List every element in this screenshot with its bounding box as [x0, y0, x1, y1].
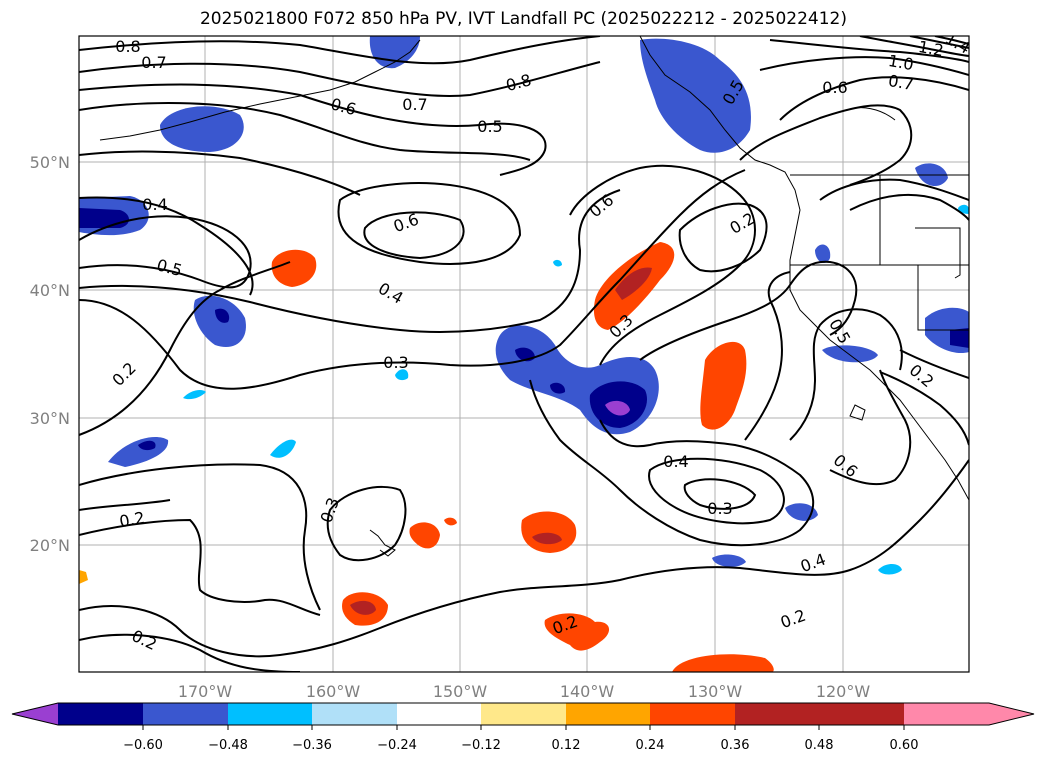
- contour-label: 0.4: [663, 452, 688, 471]
- colorbar-tick-label: 0.48: [805, 738, 834, 753]
- map-title: 2025021800 F072 850 hPa PV, IVT Landfall…: [199, 9, 847, 29]
- pv-contours: [79, 36, 969, 672]
- negative-patch: [550, 382, 566, 394]
- positive-patch: [79, 570, 88, 584]
- positive-patch: [532, 532, 562, 545]
- negative-patch: [369, 36, 420, 69]
- colorbar-segment: [228, 703, 312, 725]
- negative-patch: [640, 38, 751, 153]
- positive-patch: [444, 517, 457, 526]
- positive-patch: [350, 600, 376, 615]
- lon-label-170w: 170°W: [178, 682, 233, 701]
- colorbar-segment: [650, 703, 735, 725]
- contour-label: 0.5: [477, 117, 502, 136]
- negative-patch: [79, 208, 129, 228]
- positive-patch: [409, 522, 440, 549]
- contour-labels: 0.8 0.7 0.6 0.7 0.8 0.5 0.5 0.6 0.7 1.0 …: [108, 36, 969, 654]
- colorbar-tick-label: 0.60: [890, 738, 919, 753]
- colorbar-tick-label: 0.36: [721, 738, 750, 753]
- negative-patch: [183, 390, 206, 400]
- colorbar-segment: [481, 703, 566, 725]
- positive-patch: [672, 654, 774, 672]
- lon-label-130w: 130°W: [688, 682, 743, 701]
- colorbar-segment: [819, 703, 904, 725]
- contour-label: 0.7: [887, 71, 915, 94]
- negative-patch: [215, 308, 230, 323]
- positive-patch: [521, 511, 577, 553]
- lon-label-160w: 160°W: [306, 682, 361, 701]
- colorbar-tick-label: −0.48: [208, 738, 248, 753]
- colorbar-tick-label: −0.36: [292, 738, 332, 753]
- colorbar-tick-label: 0.12: [552, 738, 581, 753]
- colorbar: −0.60 −0.48 −0.36 −0.24 −0.12 0.12 0.24 …: [11, 702, 1035, 753]
- colorbar-tick-label: 0.24: [636, 738, 665, 753]
- colorbar-segment: [397, 703, 481, 725]
- colorbar-extend-max: [904, 703, 1034, 725]
- latitude-labels: 50°N 40°N 30°N 20°N: [30, 153, 70, 555]
- colorbar-segment: [58, 703, 143, 725]
- negative-patch: [395, 369, 409, 381]
- lat-label-30n: 30°N: [30, 409, 70, 428]
- negative-patch: [270, 439, 296, 458]
- colorbar-segment: [312, 703, 397, 725]
- negative-patch: [605, 400, 630, 416]
- lon-label-140w: 140°W: [560, 682, 615, 701]
- positive-patch: [615, 267, 652, 300]
- contour-label: 0.3: [383, 353, 408, 372]
- colorbar-extend-min: [12, 703, 58, 725]
- negative-patch: [878, 564, 902, 575]
- colorbar-tick-label: −0.60: [123, 738, 163, 753]
- colorbar-tick-label: −0.12: [461, 738, 501, 753]
- negative-patch: [950, 328, 969, 348]
- positive-patch: [544, 613, 610, 651]
- lat-label-40n: 40°N: [30, 281, 70, 300]
- lat-label-50n: 50°N: [30, 153, 70, 172]
- contour-label: 0.7: [402, 95, 427, 114]
- lat-label-20n: 20°N: [30, 536, 70, 555]
- contour-label: 1.2: [917, 37, 945, 60]
- negative-patch: [815, 244, 831, 264]
- contour-label: 1.0: [887, 51, 915, 74]
- colorbar-tick-label: −0.24: [377, 738, 417, 753]
- colorbar-segment: [566, 703, 650, 725]
- contour-label: 0.7: [141, 53, 166, 72]
- map-frame: [78, 35, 970, 673]
- negative-patch: [553, 259, 562, 267]
- lon-label-120w: 120°W: [816, 682, 871, 701]
- negative-patch: [822, 345, 878, 363]
- negative-patch: [138, 440, 156, 451]
- contour-label: 0.4: [142, 195, 167, 214]
- map-panel: 0.8 0.7 0.6 0.7 0.8 0.5 0.5 0.6 0.7 1.0 …: [79, 36, 969, 672]
- longitude-labels: 170°W 160°W 150°W 140°W 130°W 120°W: [178, 682, 871, 701]
- negative-patch: [160, 106, 244, 152]
- positive-patch: [271, 249, 317, 287]
- contour-label: 0.3: [707, 499, 732, 518]
- contour-label: 0.6: [822, 78, 847, 97]
- negative-patch: [712, 554, 746, 567]
- positive-patch: [700, 341, 747, 430]
- contour-label: 0.8: [115, 37, 140, 56]
- contour-label: 0.2: [118, 508, 146, 531]
- colorbar-segment: [735, 703, 819, 725]
- negative-patch: [193, 295, 246, 347]
- colorbar-segment: [143, 703, 228, 725]
- lon-label-150w: 150°W: [433, 682, 488, 701]
